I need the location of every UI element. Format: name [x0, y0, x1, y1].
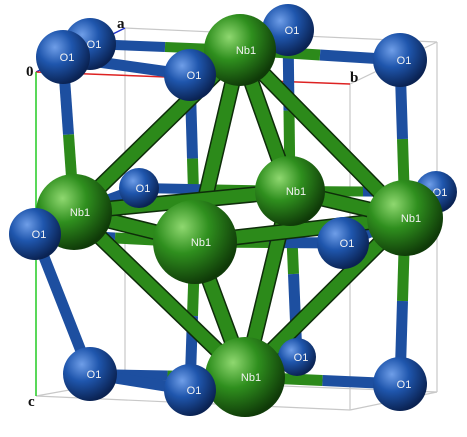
oxygen-sphere — [164, 49, 216, 101]
niobium-label: Nb1 — [286, 186, 306, 198]
oxygen-atom: O1 — [278, 338, 316, 376]
niobium-sphere — [204, 14, 276, 86]
oxygen-sphere — [373, 357, 427, 411]
oxygen-atom: O1 — [317, 217, 369, 269]
niobium-label: Nb1 — [241, 372, 261, 384]
niobium-sphere — [153, 200, 237, 284]
oxygen-atom: O1 — [373, 33, 427, 87]
oxygen-label: O1 — [60, 52, 75, 64]
niobium-sphere — [205, 337, 285, 417]
oxygen-label: O1 — [433, 187, 448, 199]
niobium-sphere — [367, 180, 443, 256]
oxygen-atom: O1 — [36, 30, 90, 84]
oxygen-label: O1 — [187, 70, 202, 82]
niobium-atom: Nb1 — [367, 180, 443, 256]
oxygen-label: O1 — [32, 229, 47, 241]
oxygen-sphere — [317, 217, 369, 269]
niobium-atom: Nb1 — [255, 156, 325, 226]
niobium-sphere — [255, 156, 325, 226]
oxygen-atom: O1 — [63, 347, 117, 401]
oxygen-label: O1 — [340, 238, 355, 250]
axis-label-a: a — [117, 16, 125, 32]
oxygen-atom: O1 — [9, 208, 61, 260]
oxygen-atom: O1 — [164, 364, 216, 416]
oxygen-atom: O1 — [373, 357, 427, 411]
oxygen-sphere — [373, 33, 427, 87]
oxygen-sphere — [36, 30, 90, 84]
atoms: O1 O1 O1 O1 O1 Nb1 Nb1 O1 O1 O1 Nb1 Nb1 O1 O1 Nb1 O1 O1 N… — [9, 4, 457, 417]
oxygen-label: O1 — [397, 55, 412, 67]
oxygen-label: O1 — [397, 379, 412, 391]
axis-label-origin: 0 — [26, 64, 34, 80]
oxygen-label: O1 — [285, 25, 300, 37]
oxygen-atom: O1 — [164, 49, 216, 101]
oxygen-sphere — [278, 338, 316, 376]
oxygen-sphere — [164, 364, 216, 416]
oxygen-sphere — [119, 168, 159, 208]
bond-nb-nb — [233, 43, 412, 225]
oxygen-label: O1 — [294, 352, 309, 364]
oxygen-atom: O1 — [119, 168, 159, 208]
niobium-label: Nb1 — [401, 213, 421, 225]
niobium-atom: Nb1 — [205, 337, 285, 417]
oxygen-label: O1 — [87, 39, 102, 51]
oxygen-label: O1 — [187, 385, 202, 397]
niobium-label: Nb1 — [236, 45, 256, 57]
oxygen-label: O1 — [87, 369, 102, 381]
axis-label-b: b — [350, 70, 358, 86]
oxygen-sphere — [63, 347, 117, 401]
oxygen-label: O1 — [136, 183, 151, 195]
niobium-atom: Nb1 — [153, 200, 237, 284]
axis-label-c: c — [28, 394, 35, 410]
niobium-label: Nb1 — [70, 207, 90, 219]
niobium-atom: Nb1 — [204, 14, 276, 86]
oxygen-sphere — [9, 208, 61, 260]
niobium-label: Nb1 — [191, 237, 211, 249]
